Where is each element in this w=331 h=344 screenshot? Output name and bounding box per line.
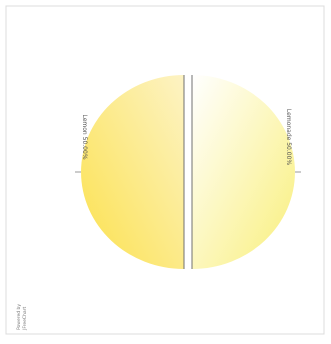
pie-slice-1-label: Lemonade 50.00% bbox=[285, 109, 292, 166]
watermark-line-2: JFreeChart bbox=[22, 307, 28, 331]
watermark: Powered by JFreeChart bbox=[16, 304, 28, 331]
slice-labels: Lemon 50.00% Lemonade 50.00% bbox=[75, 109, 301, 173]
pie-slice-1 bbox=[192, 75, 295, 269]
pie-slices bbox=[81, 75, 295, 269]
watermark-line-1: Powered by bbox=[16, 304, 22, 330]
pie-slice-0-label: Lemon 50.00% bbox=[81, 114, 88, 159]
pie-slice-0 bbox=[81, 75, 184, 269]
